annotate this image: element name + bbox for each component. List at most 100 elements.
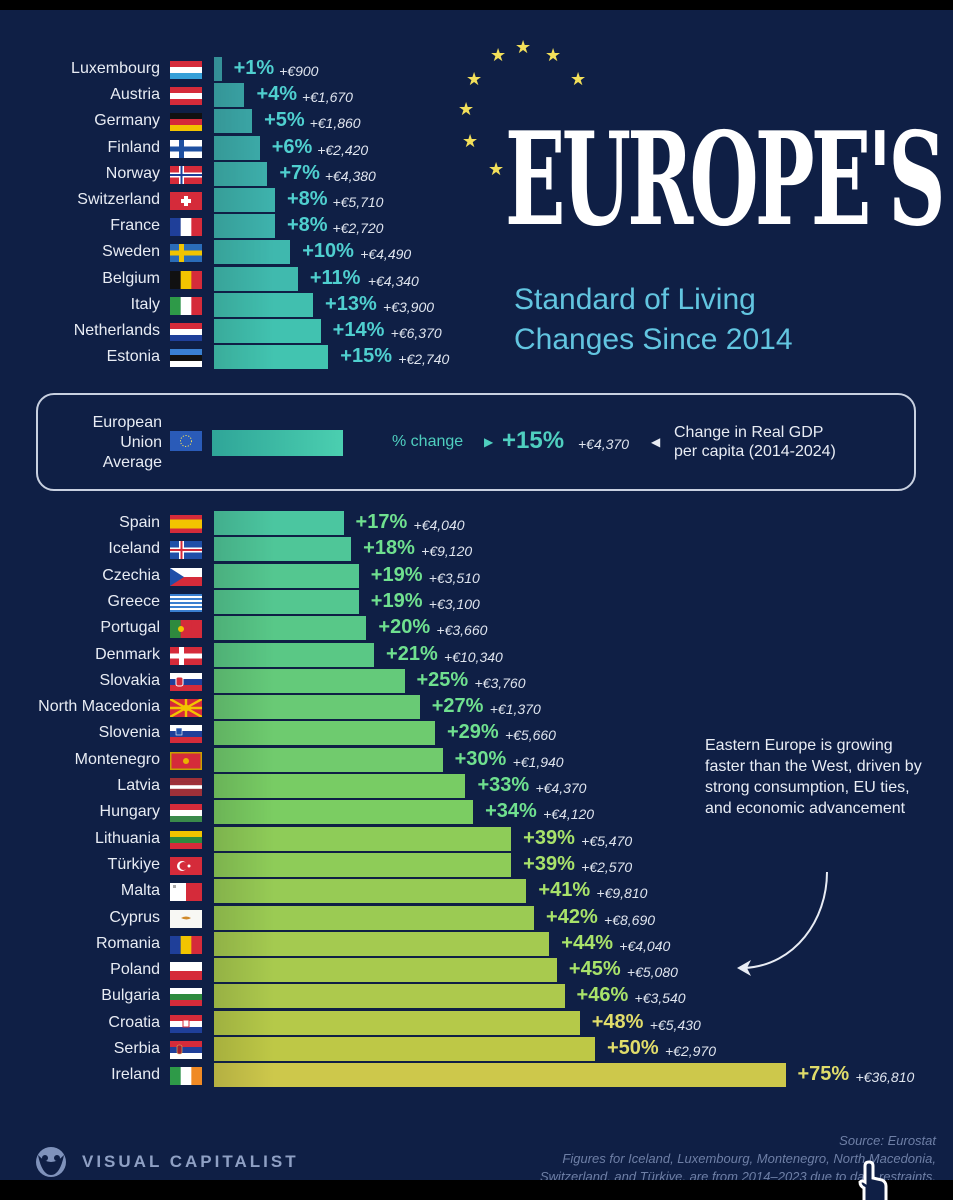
flag-bg-icon xyxy=(170,988,202,1007)
bar-row-france: France +8% +€2,720 xyxy=(0,214,953,239)
bar xyxy=(214,747,443,772)
eur-value-label: +€4,040 xyxy=(413,517,465,533)
bar xyxy=(214,879,527,904)
pct-value-label: +19% xyxy=(370,589,423,612)
pct-value-label: +19% xyxy=(370,563,423,586)
flag-me-icon xyxy=(170,751,202,770)
bar-row-ireland: Ireland +75% +€36,810 xyxy=(0,1063,953,1088)
bar-row-lithuania: Lithuania +39% +€5,470 xyxy=(0,826,953,851)
flag-hr-icon xyxy=(170,1014,202,1033)
bar-row-norway: Norway +7% +€4,380 xyxy=(0,161,953,186)
bar xyxy=(214,266,298,291)
flag-ch-icon xyxy=(170,192,202,210)
star-icon: ★ xyxy=(545,45,562,65)
eur-value-label: +€2,740 xyxy=(398,351,450,368)
star-icon: ★ xyxy=(462,131,479,151)
country-label: Slovenia xyxy=(98,724,160,742)
country-label: Switzerland xyxy=(77,191,160,208)
eur-value-label: +€6,370 xyxy=(390,325,442,341)
bar-row-portugal: Portugal +20% +€3,660 xyxy=(0,616,953,641)
eur-value-label: +€2,420 xyxy=(317,141,369,158)
bar-row-switzerland: Switzerland +8% +€5,710 xyxy=(0,188,953,212)
star-icon: ★ xyxy=(515,37,532,57)
bar-row-bulgaria: Bulgaria +46% +€3,540 xyxy=(0,984,953,1009)
bar xyxy=(214,319,321,343)
country-label: Serbia xyxy=(113,1040,160,1057)
flag-is-icon xyxy=(170,541,202,560)
flag-be-icon xyxy=(170,270,202,289)
eur-value-label: +€9,120 xyxy=(421,543,473,560)
eur-value-label: +€3,540 xyxy=(634,990,686,1007)
bar-row-malta: Malta +41% +€9,810 xyxy=(0,879,953,904)
pct-value-label: +42% xyxy=(546,905,598,928)
flag-es-icon xyxy=(170,515,202,533)
country-label: Romania xyxy=(95,934,160,952)
pct-value-label: +46% xyxy=(576,984,629,1007)
bar-row-montenegro: Montenegro +30% +€1,940 xyxy=(0,747,953,772)
bar xyxy=(214,83,245,108)
country-label: Denmark xyxy=(95,645,160,663)
eastern-europe-annotation: Eastern Europe is growing faster than th… xyxy=(705,737,922,817)
bar-row-greece: Greece +19% +€3,100 xyxy=(0,589,953,614)
pct-value-label: +6% xyxy=(271,135,313,158)
flag-no-icon xyxy=(170,165,202,184)
gdp-desc-line-1: Change in Real GDP xyxy=(674,424,824,441)
hand-cursor-icon xyxy=(858,1160,888,1200)
country-label: Norway xyxy=(105,164,160,182)
eur-value-label: +€8,690 xyxy=(604,911,656,928)
bar-row-estonia: Estonia +15% +€2,740 xyxy=(0,345,953,370)
eur-value-label: +€1,370 xyxy=(489,701,541,718)
country-label: Latvia xyxy=(117,777,160,794)
bar xyxy=(214,214,275,239)
country-label: Slovakia xyxy=(99,671,160,689)
bar-row-iceland: Iceland +18% +€9,120 xyxy=(0,537,953,562)
pct-value-label: +39% xyxy=(523,826,575,849)
eu-average-box xyxy=(36,393,916,491)
eur-value-label: +€4,340 xyxy=(367,272,419,289)
flag-cy-icon xyxy=(170,909,202,928)
subtitle-line-2: Changes Since 2014 xyxy=(514,323,793,356)
bar-row-türkiye: Türkiye +39% +€2,570 xyxy=(0,852,953,877)
flag-pt-icon xyxy=(170,620,202,639)
country-label: Portugal xyxy=(100,619,160,637)
pct-value-label: +13% xyxy=(325,292,377,315)
eur-value-label: +€10,340 xyxy=(444,648,503,665)
bar-row-denmark: Denmark +21% +€10,340 xyxy=(0,642,953,667)
country-label: Türkiye xyxy=(107,855,160,873)
bar-row-poland: Poland +45% +€5,080 xyxy=(0,958,953,983)
country-label: Spain xyxy=(119,514,160,531)
bar-row-austria: Austria +4% +€1,670 xyxy=(0,83,953,108)
country-label: Hungary xyxy=(99,803,160,821)
flag-mk-icon xyxy=(170,699,202,718)
bar xyxy=(214,188,275,212)
eu-average-pct: +15% xyxy=(502,427,565,454)
pct-value-label: +41% xyxy=(538,879,591,902)
flag-at-icon xyxy=(170,87,202,106)
pct-value-label: +33% xyxy=(477,774,530,796)
eu-label-line-3: Average xyxy=(102,454,162,471)
country-label: Croatia xyxy=(108,1013,160,1031)
bar xyxy=(214,721,435,746)
country-label: Germany xyxy=(94,112,160,130)
bar-row-serbia: Serbia +50% +€2,970 xyxy=(0,1037,953,1061)
country-label: Czechia xyxy=(102,566,160,584)
flag-it-icon xyxy=(170,296,202,315)
eur-value-label: +€4,040 xyxy=(619,937,671,954)
triangle-left-icon: ◀ xyxy=(651,435,661,449)
pct-value-label: +21% xyxy=(386,642,438,665)
bar-row-germany: Germany +5% +€1,860 xyxy=(0,109,953,134)
eur-value-label: +€900 xyxy=(279,63,319,79)
eu-label-line-2: Union xyxy=(120,434,162,451)
eur-value-label: +€3,760 xyxy=(474,674,526,691)
pct-value-label: +39% xyxy=(523,852,575,875)
bar xyxy=(214,109,253,134)
visual-capitalist-logo-icon xyxy=(36,1147,66,1177)
eur-value-label: +€4,490 xyxy=(360,246,412,263)
star-icon: ★ xyxy=(570,69,587,89)
star-icon: ★ xyxy=(488,159,505,179)
bar xyxy=(214,905,535,930)
flag-pl-icon xyxy=(170,962,202,981)
star-icon: ★ xyxy=(490,45,507,65)
eur-value-label: +€5,430 xyxy=(649,1016,701,1033)
bar-row-hungary: Hungary +34% +€4,120 xyxy=(0,800,953,825)
